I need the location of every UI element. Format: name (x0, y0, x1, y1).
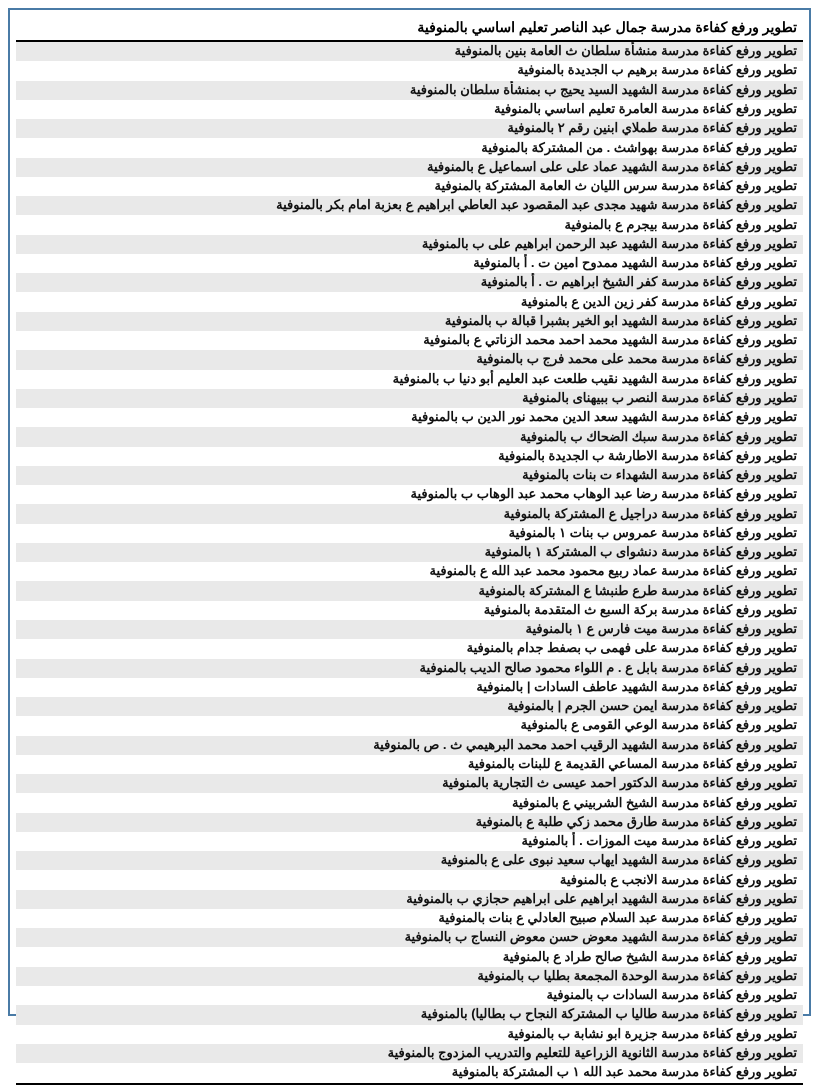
table-row: تطوير ورفع كفاءة مدرسة الشهيد ابراهيم عل… (16, 890, 803, 909)
table-row: تطوير ورفع كفاءة مدرسة منشأة سلطان ث الع… (16, 42, 803, 61)
table-row: تطوير ورفع كفاءة مدرسة برهيم ب الجديدة ب… (16, 61, 803, 80)
table-row: تطوير ورفع كفاءة مدرسة الشهيد عاطف الساد… (16, 678, 803, 697)
table-row: تطوير ورفع كفاءة مدرسة الشيخ الشربيني ع … (16, 793, 803, 812)
table-row: تطوير ورفع كفاءة مدرسة عبد السلام صبيح ا… (16, 909, 803, 928)
table-row: تطوير ورفع كفاءة مدرسة جزيرة ابو نشابة ب… (16, 1025, 803, 1044)
table-row: تطوير ورفع كفاءة مدرسة الشهيد ابو الخير … (16, 312, 803, 331)
table-row: تطوير ورفع كفاءة مدرسة بهواشث . من المشت… (16, 138, 803, 157)
table-row: تطوير ورفع كفاءة مدرسة الشهيد معوض حسن م… (16, 928, 803, 947)
table-row: تطوير ورفع كفاءة مدرسة المساعي القديمة ع… (16, 755, 803, 774)
table-row: تطوير ورفع كفاءة مدرسة السادات ب بالمنوف… (16, 986, 803, 1005)
table-row: تطوير ورفع كفاءة مدرسة طاليا ب المشتركة … (16, 1005, 803, 1024)
table-row: تطوير ورفع كفاءة مدرسة الشهيد نقيب طلعت … (16, 370, 803, 389)
table-row: تطوير ورفع كفاءة مدرسة الانجب ع بالمنوفي… (16, 870, 803, 889)
table-row: تطوير ورفع كفاءة مدرسة بابل ع . م اللواء… (16, 659, 803, 678)
table-row: تطوير ورفع كفاءة مدرسة الشهيد عبد الرحمن… (16, 235, 803, 254)
table-row: تطوير ورفع كفاءة مدرسة الوعي القومى ع با… (16, 716, 803, 735)
table-row: تطوير ورفع كفاءة مدرسة الشهيد ايهاب سعيد… (16, 851, 803, 870)
table-row: تطوير ورفع كفاءة مدرسة ايمن حسن الجرم | … (16, 697, 803, 716)
table-row: تطوير ورفع كفاءة مدرسة الشهداء ت بنات با… (16, 466, 803, 485)
table-row: تطوير ورفع كفاءة مدرسة الشهيد الرقيب احم… (16, 736, 803, 755)
table-row: تطوير ورفع كفاءة مدرسة شهيد مجدى عبد الم… (16, 196, 803, 215)
table-row: تطوير ورفع كفاءة مدرسة كفر الشيخ ابراهيم… (16, 273, 803, 292)
rows-list: تطوير ورفع كفاءة مدرسة منشأة سلطان ث الع… (16, 42, 803, 1082)
table-row: تطوير ورفع كفاءة مدرسة دراجيل ع المشتركة… (16, 504, 803, 523)
table-row: تطوير ورفع كفاءة مدرسة عماد ربيع محمود م… (16, 562, 803, 581)
table-row: تطوير ورفع كفاءة مدرسة طارق محمد زكي طلب… (16, 813, 803, 832)
table-row: تطوير ورفع كفاءة مدرسة الشيخ صالح طراد ع… (16, 947, 803, 966)
table-row: تطوير ورفع كفاءة مدرسة العامرة تعليم اسا… (16, 100, 803, 119)
table-row: تطوير ورفع كفاءة مدرسة على فهمى ب بصفط ج… (16, 639, 803, 658)
table-row: تطوير ورفع كفاءة مدرسة دنشواى ب المشتركة… (16, 543, 803, 562)
content-area: تطوير ورفع كفاءة مدرسة جمال عبد الناصر ت… (16, 16, 803, 1085)
table-row: تطوير ورفع كفاءة مدرسة ميت الموزات . أ ب… (16, 832, 803, 851)
table-row: تطوير ورفع كفاءة مدرسة الوحدة المجمعة بط… (16, 967, 803, 986)
table-row: تطوير ورفع كفاءة مدرسة طرع طنبشا ع المشت… (16, 581, 803, 600)
table-row: تطوير ورفع كفاءة مدرسة الدكتور احمد عيسى… (16, 774, 803, 793)
table-row: تطوير ورفع كفاءة مدرسة ميت فارس ع ١ بالم… (16, 620, 803, 639)
table-row: تطوير ورفع كفاءة مدرسة الثانوية الزراعية… (16, 1044, 803, 1063)
table-row: تطوير ورفع كفاءة مدرسة بركة السبع ث المت… (16, 601, 803, 620)
table-row: تطوير ورفع كفاءة مدرسة رضا عبد الوهاب مح… (16, 485, 803, 504)
table-row: تطوير ورفع كفاءة مدرسة كفر زين الدين ع ب… (16, 292, 803, 311)
table-row: تطوير ورفع كفاءة مدرسة طملاي ابنين رقم ٢… (16, 119, 803, 138)
table-row: تطوير ورفع كفاءة مدرسة الاطارشة ب الجديد… (16, 447, 803, 466)
table-row: تطوير ورفع كفاءة مدرسة عمروس ب بنات ١ با… (16, 524, 803, 543)
table-row: تطوير ورفع كفاءة مدرسة محمد عبد الله ١ ب… (16, 1063, 803, 1082)
table-row: تطوير ورفع كفاءة مدرسة محمد على محمد فرج… (16, 350, 803, 369)
table-row: تطوير ورفع كفاءة مدرسة الشهيد عماد على ع… (16, 158, 803, 177)
table-row: تطوير ورفع كفاءة مدرسة الشهيد ممدوح امين… (16, 254, 803, 273)
table-row: تطوير ورفع كفاءة مدرسة النصر ب ببيهناى ب… (16, 389, 803, 408)
table-row: تطوير ورفع كفاءة مدرسة سبك الضحاك ب بالم… (16, 427, 803, 446)
table-row: تطوير ورفع كفاءة مدرسة الشهيد محمد احمد … (16, 331, 803, 350)
table-row: تطوير ورفع كفاءة مدرسة الشهيد سعد الدين … (16, 408, 803, 427)
table-row: تطوير ورفع كفاءة مدرسة بيجرم ع بالمنوفية (16, 215, 803, 234)
table-row: تطوير ورفع كفاءة مدرسة سرس الليان ث العا… (16, 177, 803, 196)
table-row: تطوير ورفع كفاءة مدرسة الشهيد السيد يحيج… (16, 81, 803, 100)
header-row: تطوير ورفع كفاءة مدرسة جمال عبد الناصر ت… (16, 16, 803, 42)
